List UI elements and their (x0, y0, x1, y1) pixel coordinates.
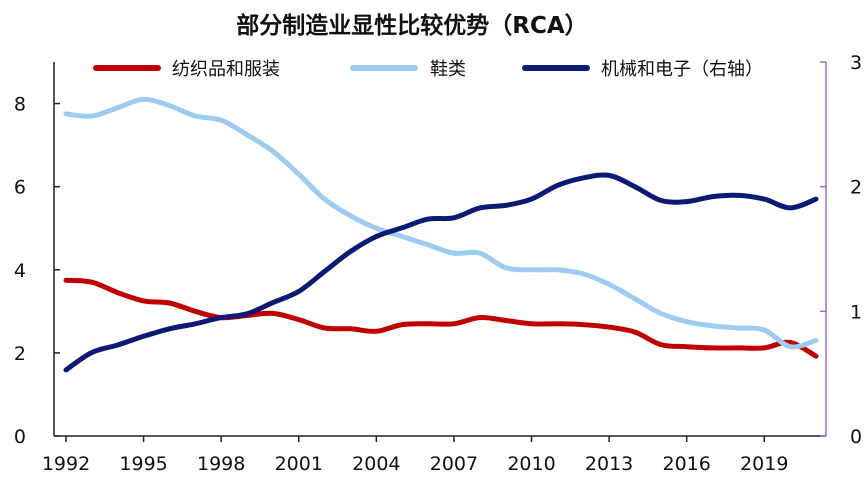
left-tick-label: 6 (14, 177, 26, 199)
right-tick-label: 2 (850, 177, 862, 199)
x-tick-label: 2010 (507, 453, 555, 475)
right-tick-label: 0 (850, 426, 862, 448)
x-tick-label: 1992 (42, 453, 90, 475)
right-tick-label: 3 (850, 52, 862, 74)
series-line-textiles (63, 277, 819, 359)
legend-label: 纺织品和服装 (172, 59, 280, 80)
legend-item-footwear: 鞋类 (350, 59, 466, 80)
x-tick-label: 2013 (585, 453, 633, 475)
x-tick-label: 1998 (197, 453, 245, 475)
left-tick-label: 0 (14, 426, 26, 448)
left-axis-ticks: 0 2 4 6 8 (14, 94, 60, 448)
x-tick-label: 1995 (119, 453, 167, 475)
legend-label: 鞋类 (430, 59, 466, 80)
series-lines (63, 96, 819, 373)
x-axis-ticks: 1992 1995 1998 2001 2004 2007 2010 2013 2016 2019 (42, 436, 788, 475)
x-tick-label: 2019 (740, 453, 788, 475)
left-tick-label: 4 (14, 260, 26, 282)
x-tick-label: 2004 (352, 453, 400, 475)
legend: 纺织品和服装 鞋类 机械和电子（右轴） (93, 59, 763, 80)
x-tick-label: 2001 (275, 453, 323, 475)
x-tick-label: 2007 (430, 453, 478, 475)
left-tick-label: 8 (14, 94, 26, 116)
left-tick-label: 2 (14, 343, 26, 365)
chart-title: 部分制造业显性比较优势（RCA） (236, 12, 587, 39)
right-axis-ticks: 0 1 2 3 (820, 52, 862, 448)
series-line-footwear (63, 96, 819, 350)
legend-item-textiles: 纺织品和服装 (93, 59, 280, 80)
right-tick-label: 1 (850, 301, 862, 323)
series-line-machinery (63, 172, 819, 373)
legend-label: 机械和电子（右轴） (601, 59, 763, 80)
legend-item-machinery: 机械和电子（右轴） (522, 59, 763, 80)
x-tick-label: 2016 (663, 453, 711, 475)
